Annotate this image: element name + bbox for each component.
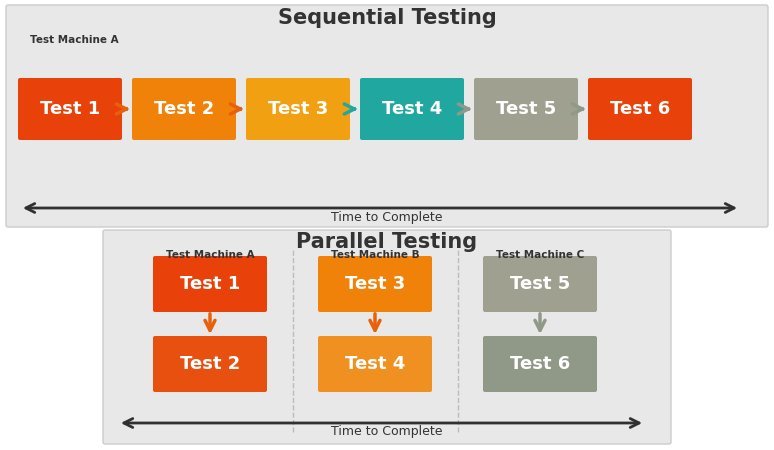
Text: Test 4: Test 4 xyxy=(382,100,442,118)
Text: Test 1: Test 1 xyxy=(40,100,100,118)
FancyBboxPatch shape xyxy=(483,256,597,312)
FancyBboxPatch shape xyxy=(6,5,768,227)
FancyBboxPatch shape xyxy=(103,230,671,444)
Text: Test 6: Test 6 xyxy=(510,355,570,373)
Text: Test 5: Test 5 xyxy=(496,100,557,118)
FancyBboxPatch shape xyxy=(153,336,267,392)
Text: Test 6: Test 6 xyxy=(610,100,670,118)
FancyBboxPatch shape xyxy=(318,336,432,392)
Text: Time to Complete: Time to Complete xyxy=(331,426,443,438)
Text: Test 2: Test 2 xyxy=(180,355,240,373)
FancyBboxPatch shape xyxy=(318,256,432,312)
FancyBboxPatch shape xyxy=(18,78,122,140)
Text: Test 3: Test 3 xyxy=(268,100,328,118)
Text: Test 5: Test 5 xyxy=(510,275,570,293)
FancyBboxPatch shape xyxy=(483,336,597,392)
Text: Test 2: Test 2 xyxy=(154,100,214,118)
FancyBboxPatch shape xyxy=(360,78,464,140)
Text: Test 1: Test 1 xyxy=(180,275,240,293)
Text: Test Machine B: Test Machine B xyxy=(330,250,420,260)
Text: Sequential Testing: Sequential Testing xyxy=(278,8,496,28)
FancyBboxPatch shape xyxy=(153,256,267,312)
Text: Test 4: Test 4 xyxy=(345,355,405,373)
Text: Test Machine A: Test Machine A xyxy=(166,250,255,260)
Text: Test Machine C: Test Machine C xyxy=(496,250,584,260)
Text: Test Machine A: Test Machine A xyxy=(30,35,118,45)
FancyBboxPatch shape xyxy=(246,78,350,140)
Text: Time to Complete: Time to Complete xyxy=(331,211,443,224)
FancyBboxPatch shape xyxy=(588,78,692,140)
FancyBboxPatch shape xyxy=(132,78,236,140)
Text: Test 3: Test 3 xyxy=(345,275,405,293)
Text: Parallel Testing: Parallel Testing xyxy=(296,232,478,252)
FancyBboxPatch shape xyxy=(474,78,578,140)
